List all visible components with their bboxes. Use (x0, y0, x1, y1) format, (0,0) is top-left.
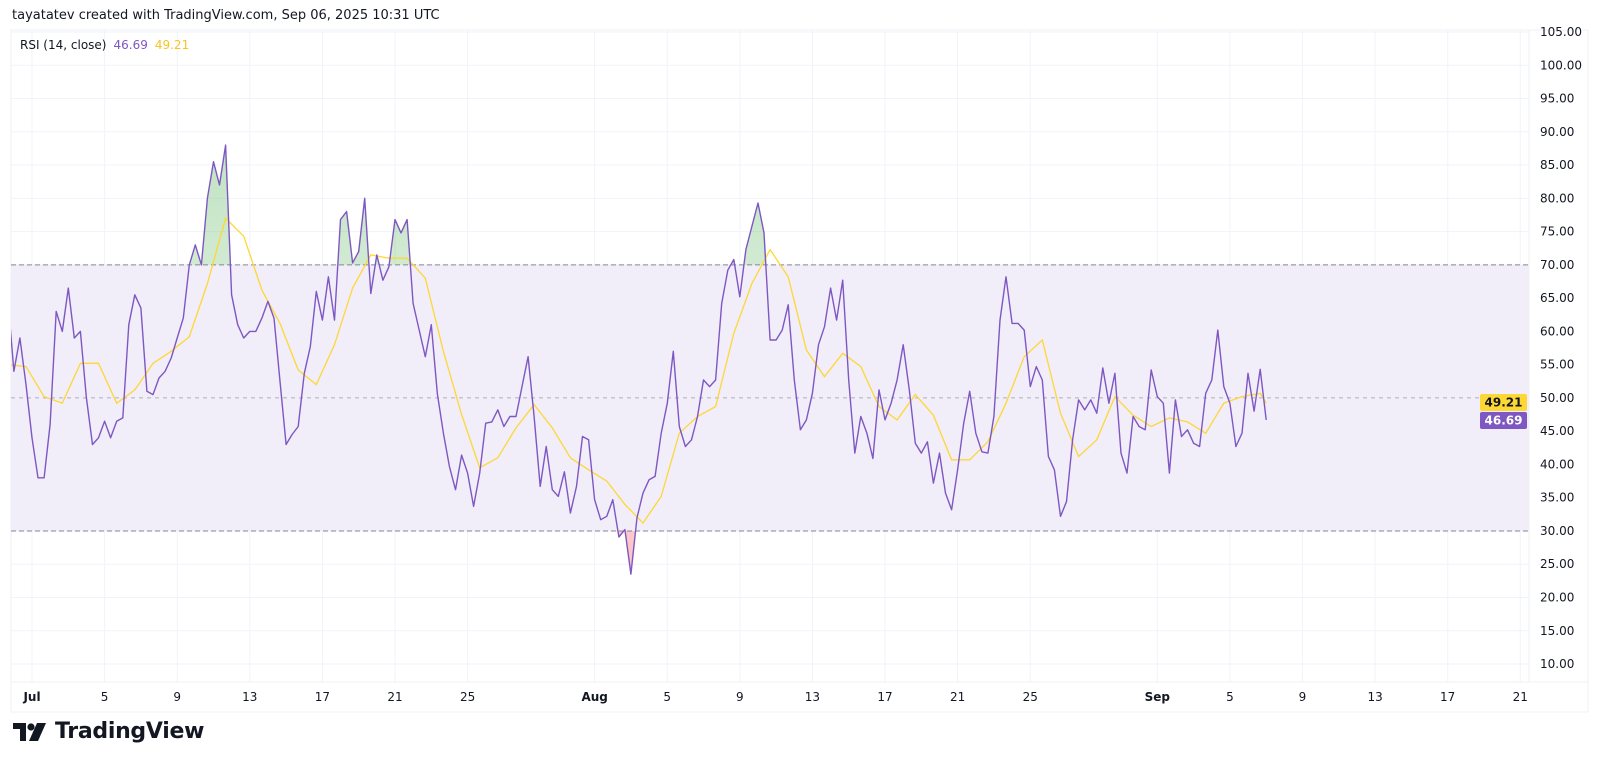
time-tick-label: 25 (1023, 690, 1038, 704)
time-tick-label: 17 (315, 690, 330, 704)
ma-legend-value: 49.21 (154, 38, 190, 52)
price-tick-label: 95.00 (1540, 92, 1574, 106)
price-tick-label: 65.00 (1540, 291, 1574, 305)
time-tick-label: 13 (242, 690, 257, 704)
price-tick-label: 40.00 (1540, 457, 1574, 471)
last-value-labels: 49.21 46.69 (1480, 394, 1527, 430)
price-tick-label: 20.00 (1540, 591, 1574, 605)
price-tick-label: 10.00 (1540, 657, 1574, 671)
price-tick-label: 35.00 (1540, 491, 1574, 505)
time-tick-label: 21 (950, 690, 965, 704)
price-tick-label: 85.00 (1540, 158, 1574, 172)
price-tick-label: 90.00 (1540, 125, 1574, 139)
time-tick-label: Aug (581, 690, 607, 704)
price-tick-label: 15.00 (1540, 624, 1574, 638)
time-axis[interactable]: Jul 5 9 13 17 21 25 Aug 5 9 13 17 21 25 Sep 5 9 13 17 21 (22, 690, 1528, 704)
time-tick-label: 5 (101, 690, 109, 704)
tradingview-logo-text: TradingView (55, 719, 205, 744)
price-tick-label: 50.00 (1540, 391, 1574, 405)
rsi-legend-value: 46.69 (113, 38, 148, 52)
rsi-last-value-tag (1480, 412, 1527, 430)
price-tick-label: 30.00 (1540, 524, 1574, 538)
time-tick-label: 17 (1440, 690, 1455, 704)
rsi-ma-line (11, 217, 1267, 525)
price-tick-label: 75.00 (1540, 225, 1574, 239)
tradingview-logo-icon (13, 722, 46, 741)
time-tick-label: 9 (173, 690, 181, 704)
time-tick-label: Jul (22, 690, 40, 704)
indicator-name[interactable]: RSI (14, close) (20, 38, 107, 52)
price-tick-label: 55.00 (1540, 358, 1574, 372)
time-tick-label: Sep (1145, 690, 1171, 704)
time-tick-label: 5 (663, 690, 671, 704)
time-tick-label: 21 (1513, 690, 1528, 704)
rsi-line (11, 144, 1267, 575)
time-tick-label: 13 (805, 690, 820, 704)
price-tick-label: 70.00 (1540, 258, 1574, 272)
ma-last-value-tag (1480, 394, 1527, 412)
ma-last-value-text: 49.21 (1485, 396, 1523, 410)
time-tick-label: 17 (877, 690, 892, 704)
price-tick-label: 105.00 (1540, 25, 1582, 39)
price-axis[interactable]: 105.00 100.00 95.00 90.00 85.00 80.00 75.00 70.… (1540, 25, 1582, 671)
tradingview-logo[interactable]: TradingView (13, 719, 204, 744)
time-tick-label: 9 (736, 690, 744, 704)
price-tick-label: 60.00 (1540, 324, 1574, 338)
price-tick-label: 25.00 (1540, 557, 1574, 571)
price-tick-label: 80.00 (1540, 191, 1574, 205)
time-tick-label: 21 (387, 690, 402, 704)
time-tick-label: 5 (1226, 690, 1234, 704)
chart-attribution: tayatatev created with TradingView.com, … (12, 8, 440, 23)
price-tick-label: 100.00 (1540, 58, 1582, 72)
time-tick-label: 25 (460, 690, 475, 704)
time-tick-label: 9 (1299, 690, 1307, 704)
indicator-legend[interactable]: RSI (14, close) 46.69 49.21 (20, 38, 189, 52)
rsi-last-value-text: 46.69 (1485, 414, 1523, 428)
time-tick-label: 13 (1367, 690, 1382, 704)
price-tick-label: 45.00 (1540, 424, 1574, 438)
